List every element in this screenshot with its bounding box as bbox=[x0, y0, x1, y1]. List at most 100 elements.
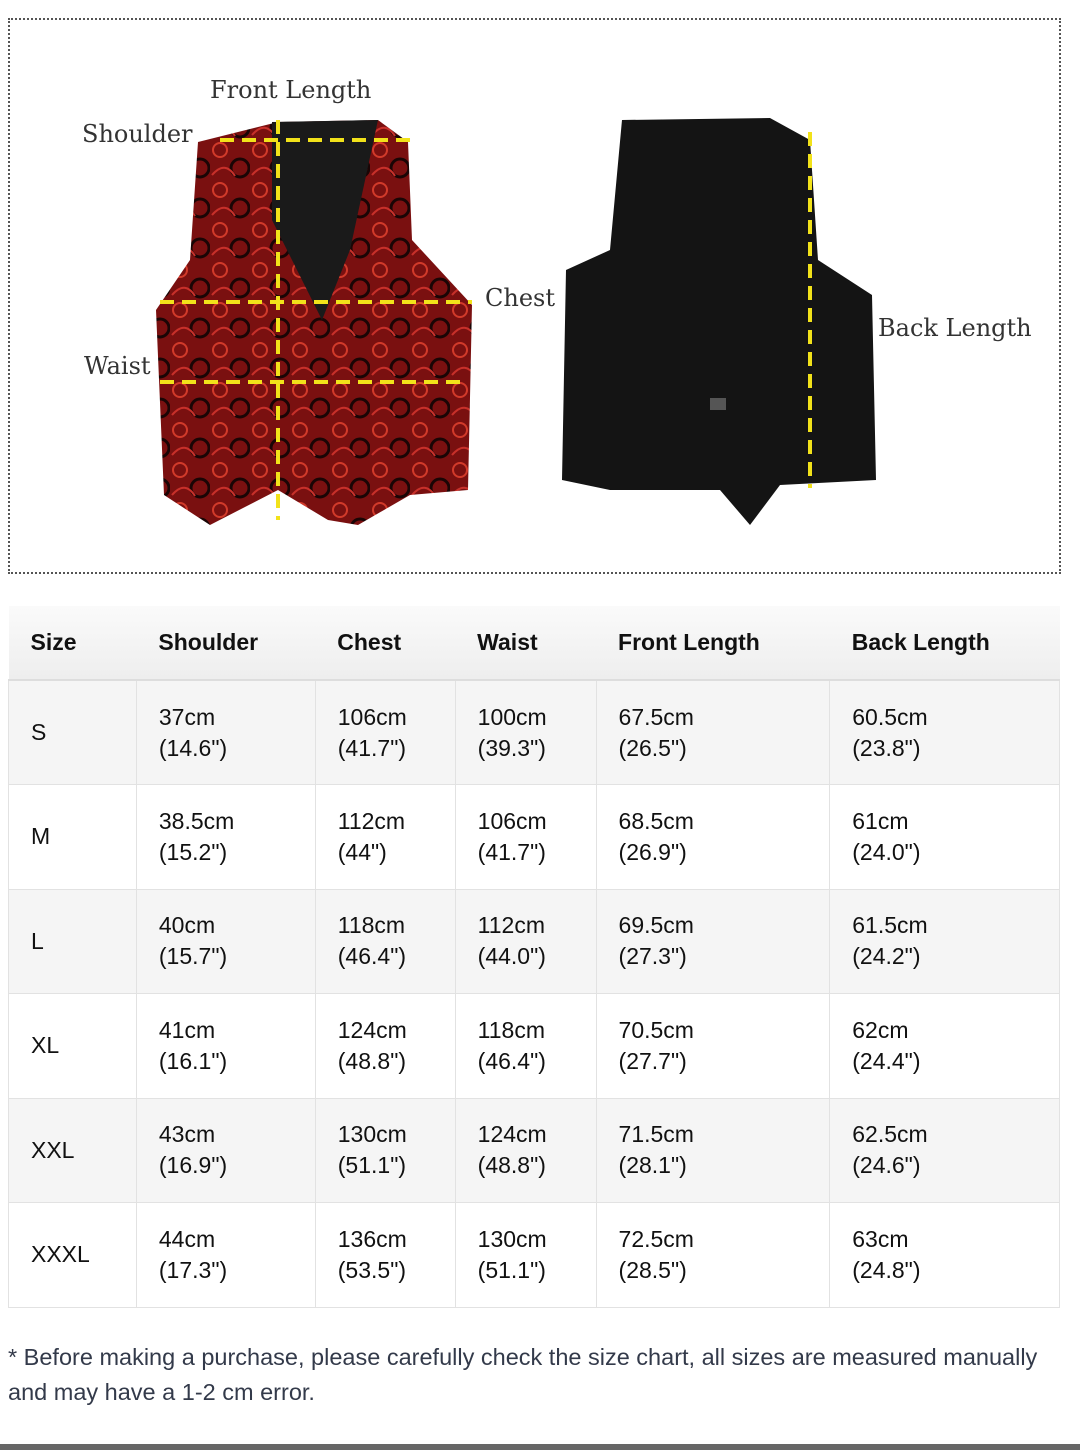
cm-value: 62cm bbox=[852, 1016, 909, 1043]
inch-value: (24.8") bbox=[852, 1256, 921, 1283]
cm-value: 68.5cm bbox=[618, 807, 694, 834]
inch-value: (46.4") bbox=[477, 1047, 546, 1074]
inch-value: (51.1") bbox=[477, 1256, 546, 1283]
measurement-cell: 136cm (53.5") bbox=[314, 1202, 456, 1308]
size-cell: S bbox=[8, 679, 137, 785]
measurement-cell: 112cm (44.0") bbox=[454, 888, 597, 994]
measurement-cell: 124cm (48.8") bbox=[454, 1097, 597, 1203]
cm-value: 112cm bbox=[477, 912, 545, 939]
inch-value: (16.9") bbox=[158, 1152, 228, 1179]
label-chest: Chest bbox=[485, 284, 555, 312]
table-row: XXL 43cm (16.9") 130cm (51.1") 124cm (48.8") 71… bbox=[8, 1097, 1060, 1203]
inch-value: (41.7") bbox=[477, 838, 546, 865]
inch-value: (28.5") bbox=[618, 1256, 687, 1283]
measurement-cell: 130cm (51.1") bbox=[314, 1097, 456, 1203]
inch-value: (16.1") bbox=[158, 1047, 228, 1074]
measurement-cell: 130cm (51.1") bbox=[454, 1202, 597, 1308]
inch-value: (48.8") bbox=[477, 1152, 546, 1179]
size-chart-table: Size Shoulder Chest Waist Front Length Back L… bbox=[8, 606, 1060, 1308]
measurement-cell: 62.5cm (24.6") bbox=[829, 1097, 1060, 1203]
inch-value: (24.6") bbox=[852, 1152, 921, 1179]
cm-value: 70.5cm bbox=[618, 1016, 694, 1043]
table-header-row: Size Shoulder Chest Waist Front Length Back L… bbox=[8, 606, 1060, 681]
cm-value: 61cm bbox=[852, 807, 909, 834]
cm-value: 100cm bbox=[477, 703, 547, 730]
inch-value: (44.0") bbox=[477, 943, 546, 970]
measurement-cell: 38.5cm (15.2") bbox=[135, 784, 316, 890]
table-row: XL 41cm (16.1") 124cm (48.8") 118cm (46.4") 70.… bbox=[8, 993, 1060, 1099]
cm-value: 118cm bbox=[477, 1016, 545, 1043]
inch-value: (24.4") bbox=[852, 1047, 921, 1074]
cm-value: 112cm bbox=[337, 807, 406, 834]
inch-value: (26.5") bbox=[618, 734, 687, 761]
measurement-cell: 118cm (46.4") bbox=[454, 993, 597, 1099]
table-row: M 38.5cm (15.2") 112cm (44") 106cm (41.7") 68.5… bbox=[8, 784, 1060, 890]
measurement-cell: 43cm (16.9") bbox=[135, 1097, 316, 1203]
measurement-cell: 60.5cm (23.8") bbox=[829, 679, 1060, 785]
cm-value: 130cm bbox=[337, 1121, 407, 1148]
measurement-cell: 68.5cm (26.9") bbox=[595, 784, 831, 890]
cm-value: 124cm bbox=[477, 1121, 547, 1148]
inch-value: (24.2") bbox=[852, 943, 921, 970]
label-front-length: Front Length bbox=[210, 76, 372, 104]
inch-value: (15.2") bbox=[158, 838, 228, 865]
inch-value: (23.8") bbox=[852, 734, 921, 761]
cm-value: 62.5cm bbox=[852, 1121, 928, 1148]
cm-value: 63cm bbox=[852, 1225, 909, 1252]
column-header: Chest bbox=[315, 606, 456, 681]
size-cell: XXL bbox=[8, 1097, 137, 1203]
label-back-length: Back Length bbox=[878, 314, 1032, 342]
measurement-cell: 118cm (46.4") bbox=[314, 888, 456, 994]
measurement-cell: 106cm (41.7") bbox=[454, 784, 597, 890]
inch-value: (27.3") bbox=[618, 943, 687, 970]
inch-value: (15.7") bbox=[158, 943, 228, 970]
vest-illustration bbox=[156, 118, 876, 525]
inch-value: (51.1") bbox=[337, 1152, 407, 1179]
cm-value: 41cm bbox=[158, 1016, 216, 1043]
inch-value: (26.9") bbox=[618, 838, 687, 865]
inch-value: (24.0") bbox=[852, 838, 921, 865]
cm-value: 61.5cm bbox=[852, 912, 928, 939]
measure-lines bbox=[160, 120, 812, 520]
column-header: Waist bbox=[455, 606, 597, 681]
cm-value: 118cm bbox=[337, 912, 406, 939]
cm-value: 69.5cm bbox=[618, 912, 694, 939]
cm-value: 71.5cm bbox=[618, 1121, 694, 1148]
inch-value: (48.8") bbox=[337, 1047, 407, 1074]
measurement-cell: 112cm (44") bbox=[314, 784, 456, 890]
cm-value: 60.5cm bbox=[852, 703, 928, 730]
size-cell: XL bbox=[8, 993, 137, 1099]
measurement-cell: 106cm (41.7") bbox=[314, 679, 456, 785]
size-cell: XXXL bbox=[8, 1202, 137, 1308]
cm-value: 124cm bbox=[337, 1016, 407, 1043]
column-header: Size bbox=[8, 606, 137, 681]
inch-value: (17.3") bbox=[158, 1256, 228, 1283]
measurement-cell: 40cm (15.7") bbox=[135, 888, 316, 994]
measurement-cell: 100cm (39.3") bbox=[454, 679, 597, 785]
measurement-cell: 37cm (14.6") bbox=[135, 679, 316, 785]
column-header: Back Length bbox=[829, 606, 1060, 681]
inch-value: (53.5") bbox=[337, 1256, 407, 1283]
measurement-cell: 41cm (16.1") bbox=[135, 993, 316, 1099]
measurement-cell: 62cm (24.4") bbox=[829, 993, 1060, 1099]
measurement-cell: 63cm (24.8") bbox=[829, 1202, 1060, 1308]
cm-value: 43cm bbox=[158, 1121, 216, 1148]
cm-value: 67.5cm bbox=[618, 703, 694, 730]
inch-value: (27.7") bbox=[618, 1047, 687, 1074]
measurement-cell: 44cm (17.3") bbox=[135, 1202, 316, 1308]
cm-value: 38.5cm bbox=[158, 807, 235, 834]
measurement-cell: 61cm (24.0") bbox=[829, 784, 1060, 890]
cm-value: 130cm bbox=[477, 1225, 547, 1252]
cm-value: 40cm bbox=[158, 912, 216, 939]
size-disclaimer-note: * Before making a purchase, please caref… bbox=[8, 1344, 1038, 1405]
size-cell: L bbox=[8, 888, 137, 994]
measurement-cell: 70.5cm (27.7") bbox=[595, 993, 831, 1099]
column-header: Shoulder bbox=[136, 606, 316, 681]
measurement-cell: 71.5cm (28.1") bbox=[595, 1097, 831, 1203]
inch-value: (28.1") bbox=[618, 1152, 687, 1179]
column-header: Front Length bbox=[596, 606, 830, 681]
inch-value: (39.3") bbox=[477, 734, 546, 761]
vest-back bbox=[562, 118, 876, 525]
measurement-cell: 72.5cm (28.5") bbox=[595, 1202, 831, 1308]
measurement-cell: 69.5cm (27.3") bbox=[595, 888, 831, 994]
